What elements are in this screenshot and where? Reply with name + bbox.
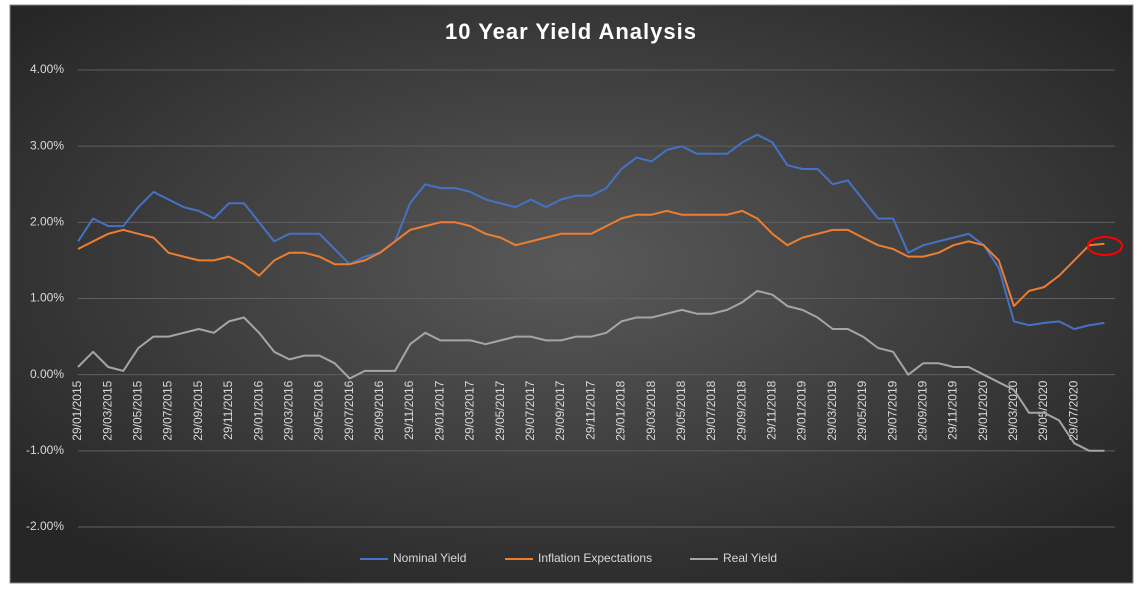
x-tick-label: 29/05/2020	[1036, 380, 1050, 440]
x-tick-label: 29/05/2019	[855, 380, 869, 440]
x-tick-label: 29/09/2017	[553, 380, 567, 440]
y-tick-label: 3.00%	[30, 138, 64, 152]
x-tick-label: 29/03/2017	[463, 380, 477, 440]
x-tick-label: 29/07/2018	[704, 380, 718, 440]
legend-label: Real Yield	[723, 551, 777, 565]
x-tick-label: 29/07/2020	[1066, 380, 1080, 440]
chart-background	[9, 4, 1134, 584]
x-tick-label: 29/11/2017	[583, 380, 597, 439]
x-tick-label: 29/11/2019	[946, 380, 960, 439]
x-tick-label: 29/05/2018	[674, 380, 688, 440]
x-tick-label: 29/09/2019	[915, 380, 929, 440]
x-tick-label: 29/03/2015	[100, 380, 114, 440]
y-tick-label: 2.00%	[30, 215, 64, 229]
y-tick-label: 1.00%	[30, 291, 64, 305]
x-tick-label: 29/05/2017	[493, 380, 507, 440]
x-tick-label: 29/03/2016	[281, 380, 295, 440]
series-line	[77, 209, 1105, 308]
x-tick-label: 29/01/2017	[432, 380, 446, 440]
x-tick-label: 29/07/2015	[161, 380, 175, 440]
y-tick-label: 0.00%	[30, 367, 64, 381]
x-tick-label: 29/03/2019	[825, 380, 839, 440]
x-tick-label: 29/11/2016	[402, 380, 416, 439]
x-tick-label: 29/05/2015	[131, 380, 145, 440]
legend-label: Nominal Yield	[393, 551, 466, 565]
x-tick-label: 29/09/2015	[191, 380, 205, 440]
y-tick-label: 4.00%	[30, 62, 64, 76]
legend-label: Inflation Expectations	[538, 551, 652, 565]
y-tick-label: -1.00%	[26, 443, 64, 457]
chart-title: 10 Year Yield Analysis	[445, 19, 697, 44]
x-tick-label: 29/11/2018	[765, 380, 779, 439]
y-tick-label: -2.00%	[26, 519, 64, 533]
x-tick-label: 29/03/2018	[644, 380, 658, 440]
x-axis-labels: 29/01/2015 29/03/2015 29/05/2015 29/07/2015…	[70, 380, 1080, 440]
grid: -2.00% -1.00% 0.00% 1.00% 2.00% 3.00% 4.00%	[26, 62, 1115, 533]
x-tick-label: 29/01/2016	[251, 380, 265, 440]
x-tick-label: 29/07/2019	[885, 380, 899, 440]
x-tick-label: 29/07/2016	[342, 380, 356, 440]
x-tick-label: 29/07/2017	[523, 380, 537, 440]
x-tick-label: 29/05/2016	[312, 380, 326, 440]
plot-lines	[77, 133, 1105, 452]
x-tick-label: 29/09/2016	[372, 380, 386, 440]
x-tick-label: 29/01/2015	[70, 380, 84, 440]
x-tick-label: 29/01/2018	[614, 380, 628, 440]
series-line	[77, 289, 1105, 452]
x-tick-label: 29/09/2018	[734, 380, 748, 440]
x-tick-label: 29/01/2020	[976, 380, 990, 440]
x-tick-label: 29/11/2015	[221, 380, 235, 439]
series-line	[77, 133, 1105, 330]
x-tick-label: 29/01/2019	[795, 380, 809, 440]
highlight-annotation	[1087, 236, 1123, 256]
legend: Nominal Yield Inflation Expectations Real …	[360, 551, 777, 565]
